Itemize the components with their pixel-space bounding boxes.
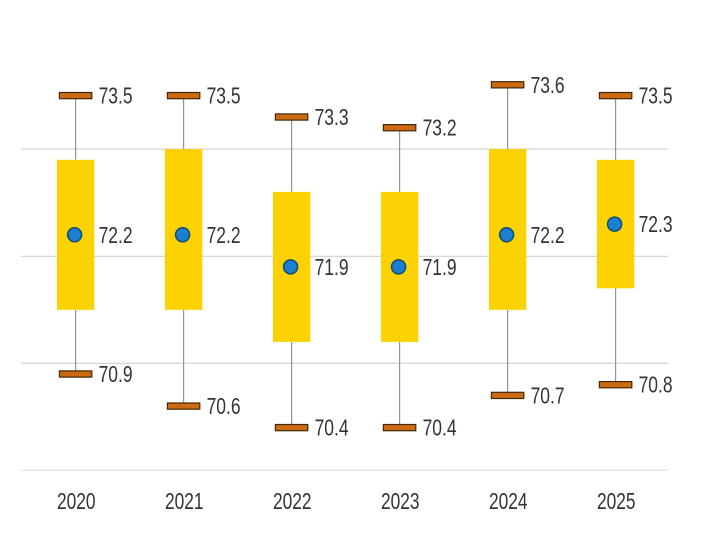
svg-text:73.5: 73.5 <box>639 83 673 109</box>
svg-text:2023: 2023 <box>381 488 420 514</box>
svg-text:2020: 2020 <box>57 488 96 514</box>
svg-text:73.3: 73.3 <box>315 104 349 130</box>
svg-text:2025: 2025 <box>597 488 636 514</box>
svg-text:2021: 2021 <box>165 488 204 514</box>
svg-text:72.2: 72.2 <box>207 222 241 248</box>
svg-text:2022: 2022 <box>273 488 312 514</box>
svg-text:2024: 2024 <box>489 488 528 514</box>
svg-text:73.5: 73.5 <box>207 83 241 109</box>
svg-text:73.5: 73.5 <box>99 83 133 109</box>
svg-text:71.9: 71.9 <box>315 254 349 280</box>
svg-text:70.6: 70.6 <box>207 393 241 419</box>
svg-text:71.9: 71.9 <box>423 254 457 280</box>
svg-text:70.7: 70.7 <box>531 382 565 408</box>
svg-text:72.2: 72.2 <box>99 222 133 248</box>
svg-text:70.9: 70.9 <box>99 361 133 387</box>
svg-text:70.4: 70.4 <box>423 415 457 441</box>
svg-text:72.3: 72.3 <box>639 211 673 237</box>
svg-text:70.4: 70.4 <box>315 415 349 441</box>
svg-text:70.8: 70.8 <box>639 372 673 398</box>
svg-text:73.6: 73.6 <box>531 72 565 98</box>
svg-text:73.2: 73.2 <box>423 115 457 141</box>
svg-text:72.2: 72.2 <box>531 222 565 248</box>
